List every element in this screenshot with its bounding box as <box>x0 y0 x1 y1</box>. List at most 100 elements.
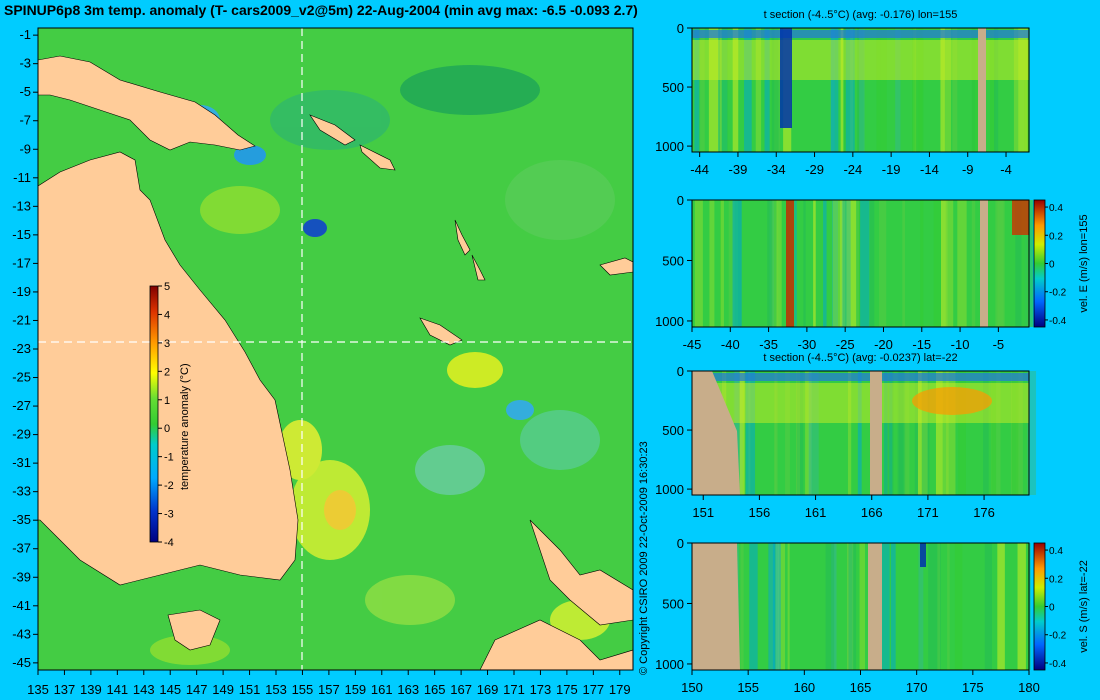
section-streak <box>940 28 945 152</box>
section-streak <box>912 28 916 152</box>
map-y-tick-label: -15 <box>12 227 31 242</box>
map-x-tick-label: 175 <box>556 682 578 697</box>
map-colorbar-tick-label: 4 <box>164 309 170 321</box>
section-streak <box>914 371 921 495</box>
map-x-tick-label: 159 <box>344 682 366 697</box>
map-y-tick-label: -17 <box>12 255 31 270</box>
section-streak <box>728 200 735 327</box>
map-x-tick-label: 153 <box>265 682 287 697</box>
section-streak <box>709 200 715 327</box>
copyright-notice: © Copyright CSIRO 2009 22-Oct-2009 16:30… <box>638 441 650 675</box>
section-streak <box>914 28 924 152</box>
map-colorbar-label: temperature anomaly (°C) <box>179 363 191 490</box>
map-colorbar-tick-label: -1 <box>164 452 174 464</box>
section-streak <box>1016 371 1023 495</box>
section-panel-vel-s-section: 150 155 160 165 170 175 180 0 500 1000 0.4 0.2 0 -0.2… <box>655 536 1090 695</box>
section-streak <box>971 200 976 327</box>
section-colorbar-label: vel. S (m/s) lat=-22 <box>1078 560 1090 653</box>
section-x-tick-label: 166 <box>861 505 883 520</box>
map-x-tick-label: 167 <box>450 682 472 697</box>
map-colorbar-tick-label: 2 <box>164 366 170 378</box>
section-x-tick-label: -15 <box>912 337 931 352</box>
section-streak <box>928 543 937 670</box>
section-y-tick-label: 1000 <box>655 482 684 497</box>
section-streak <box>749 543 758 670</box>
section-y-tick-label: 500 <box>662 253 684 268</box>
map-x-tick-label: 137 <box>54 682 76 697</box>
section-y-tick-label: 1000 <box>655 139 684 154</box>
section-x-tick-label: -14 <box>920 162 939 177</box>
section-streak <box>943 28 951 152</box>
map-y-tick-label: -35 <box>12 512 31 527</box>
map-y-tick-label: -23 <box>12 341 31 356</box>
section-x-tick-label: 155 <box>737 680 759 695</box>
section-streak <box>850 28 854 152</box>
section-streak <box>944 200 954 327</box>
section-streak <box>858 200 861 327</box>
map-x-tick-label: 173 <box>530 682 552 697</box>
section-x-tick-label: -10 <box>951 337 970 352</box>
section-x-tick-label: -29 <box>805 162 824 177</box>
section-streak <box>957 200 967 327</box>
section-x-tick-label: 160 <box>793 680 815 695</box>
section-streak <box>744 28 752 152</box>
section-streak <box>859 543 866 670</box>
section-y-tick-label: 1000 <box>655 657 684 672</box>
section-streak <box>895 28 901 152</box>
section-streak <box>933 200 941 327</box>
section-streak <box>899 371 906 495</box>
map-colorbar-tick-label: -2 <box>164 480 174 492</box>
section-colorbar-tick-label: -0.4 <box>1049 659 1067 670</box>
section-x-tick-label: -45 <box>683 337 702 352</box>
section-streak <box>808 371 819 495</box>
map-x-tick-label: 149 <box>212 682 234 697</box>
section-streak <box>856 200 860 327</box>
section-streak <box>935 371 943 495</box>
section-y-tick-label: 0 <box>677 193 684 208</box>
map-y-tick-label: -39 <box>12 569 31 584</box>
page-title: SPINUP6p8 3m temp. anomaly (T- cars2009_… <box>4 2 638 18</box>
map-y-tick-label: -41 <box>12 598 31 613</box>
map-y-tick-label: -21 <box>12 312 31 327</box>
section-x-tick-label: 156 <box>749 505 771 520</box>
map-colorbar-tick-label: 0 <box>164 423 170 435</box>
section-streak <box>700 28 705 152</box>
section-y-tick-label: 0 <box>677 21 684 36</box>
section-streak <box>840 28 844 152</box>
section-streak <box>803 200 806 327</box>
land-masses <box>38 55 633 670</box>
section-warm-band <box>692 40 1029 80</box>
map-y-tick-label: -43 <box>12 626 31 641</box>
section-x-tick-label: 170 <box>906 680 928 695</box>
map-y-tick-label: -9 <box>19 141 31 156</box>
section-streak <box>989 28 996 152</box>
section-streak <box>770 200 779 327</box>
section-streak <box>879 200 887 327</box>
section-streak <box>920 200 924 327</box>
section-colorbar-tick-label: -0.4 <box>1049 316 1067 327</box>
map-x-tick-label: 151 <box>239 682 261 697</box>
map-y-ticks: -1 -3 -5 -7 -9 -11 -13 -15 -17 -19 -21 -23 -25 -27 -29… <box>12 27 38 670</box>
section-x-tick-label: -34 <box>767 162 786 177</box>
section-streak <box>857 371 862 495</box>
section-streak <box>952 28 958 152</box>
section-streak <box>859 28 865 152</box>
section-x-tick-label: -40 <box>721 337 740 352</box>
section-streak <box>718 28 729 152</box>
map-x-tick-label: 165 <box>424 682 446 697</box>
section-x-tick-label: 165 <box>850 680 872 695</box>
section-streak <box>1027 371 1037 495</box>
section-land-column <box>868 543 882 670</box>
section-title: t section (-4..5°C) (avg: -0.176) lon=15… <box>764 9 958 21</box>
map-colorbar-tick-label: 1 <box>164 395 170 407</box>
section-x-tick-label: -4 <box>1000 162 1012 177</box>
section-streak <box>767 200 773 327</box>
section-streak <box>796 371 804 495</box>
section-streak <box>997 543 1005 670</box>
section-streak <box>847 543 857 670</box>
section-jet <box>920 543 926 567</box>
map-colorbar-tick-label: -4 <box>164 537 174 549</box>
section-streak <box>1015 200 1022 327</box>
section-colorbar-label: vel. E (m/s) lon=155 <box>1078 214 1090 312</box>
map-colorbar-tick-label: 5 <box>164 281 170 293</box>
